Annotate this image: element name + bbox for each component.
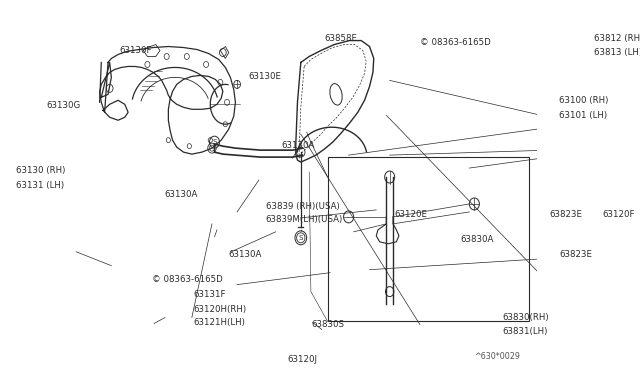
Text: 63813 (LH): 63813 (LH): [594, 48, 640, 57]
Text: 63120H(RH): 63120H(RH): [193, 305, 246, 314]
Text: 63130A: 63130A: [228, 250, 262, 259]
Text: 63101 (LH): 63101 (LH): [559, 111, 607, 120]
Text: 63130A: 63130A: [164, 190, 198, 199]
Text: 63812 (RH): 63812 (RH): [594, 34, 640, 43]
Polygon shape: [376, 257, 390, 266]
Text: © 08363-6165D: © 08363-6165D: [152, 275, 222, 284]
Text: 63830S: 63830S: [311, 320, 344, 329]
Text: 63130G: 63130G: [47, 101, 81, 110]
Text: 63823E: 63823E: [559, 250, 592, 259]
Text: 63120F: 63120F: [603, 211, 635, 219]
Text: 63120E: 63120E: [395, 211, 428, 219]
Text: 63130F: 63130F: [119, 46, 152, 55]
Text: ^630*0029: ^630*0029: [474, 352, 520, 361]
Text: 63130A: 63130A: [282, 141, 315, 150]
Text: 63121H(LH): 63121H(LH): [193, 318, 245, 327]
Text: 63131F: 63131F: [193, 290, 226, 299]
Text: 63858E: 63858E: [324, 34, 357, 43]
Text: 63120J: 63120J: [287, 355, 317, 364]
Text: 63839M(LH)(USA): 63839M(LH)(USA): [266, 215, 343, 224]
Text: 63839 (RH)(USA): 63839 (RH)(USA): [266, 202, 339, 211]
Bar: [328, 157, 529, 321]
Text: 63830A: 63830A: [460, 235, 493, 244]
Text: S: S: [212, 139, 217, 145]
Text: 63823E: 63823E: [549, 211, 582, 219]
Text: 63130 (RH): 63130 (RH): [16, 166, 65, 174]
Text: 63130E: 63130E: [249, 72, 282, 81]
Text: 63831(LH): 63831(LH): [502, 327, 547, 336]
Text: 63131 (LH): 63131 (LH): [16, 180, 64, 189]
Text: © 08363-6165D: © 08363-6165D: [420, 38, 491, 47]
Text: 63100 (RH): 63100 (RH): [559, 96, 609, 105]
Text: S: S: [299, 235, 303, 241]
Text: 63830(RH): 63830(RH): [502, 313, 548, 322]
